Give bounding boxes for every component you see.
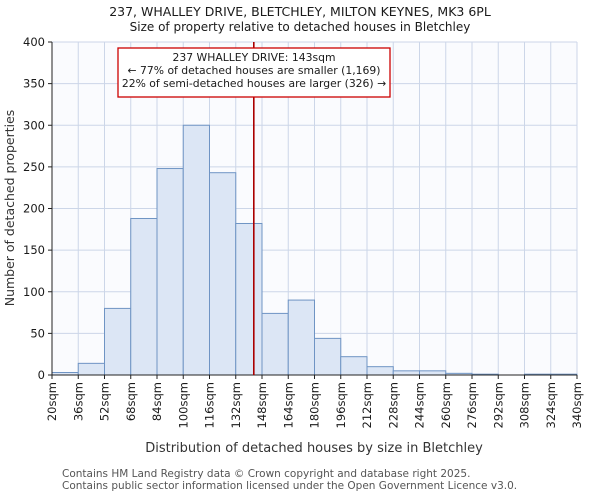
x-tick-label: 20sqm [45,382,59,421]
x-tick-label: 116sqm [203,382,217,428]
y-tick-label: 200 [23,202,45,216]
y-tick-label: 100 [23,285,45,299]
y-tick-label: 300 [23,118,45,132]
y-axis-title: Number of detached properties [2,110,17,307]
x-tick-label: 132sqm [229,382,243,428]
annotation-line-2: ← 77% of detached houses are smaller (1,… [128,64,381,77]
histogram-bar [340,356,368,376]
histogram-bar [392,370,420,376]
x-tick-label: 84sqm [150,382,164,421]
y-tick-label: 0 [38,368,45,382]
y-tick-label: 150 [23,243,45,257]
x-tick-label: 244sqm [413,382,427,428]
x-tick-label: 212sqm [360,382,374,428]
x-axis-title: Distribution of detached houses by size … [145,441,483,456]
histogram-bar [261,312,289,376]
annotation-border [117,47,391,98]
histogram-bar [182,124,210,376]
histogram-bar [366,366,394,376]
footer-line-2: Contains public sector information licen… [62,480,517,492]
x-tick-label: 164sqm [281,382,295,428]
annotation-box: 237 WHALLEY DRIVE: 143sqm ← 77% of detac… [117,47,391,98]
x-tick-label: 196sqm [334,382,348,428]
histogram-bar [130,217,158,376]
annotation-line-1: 237 WHALLEY DRIVE: 143sqm [173,51,336,64]
x-tick-label: 308sqm [518,382,532,428]
y-tick-label: 250 [23,160,45,174]
histogram-bar [419,370,447,376]
x-tick-label: 36sqm [71,382,85,421]
y-tick-label: 350 [23,77,45,91]
histogram-bar [235,222,263,376]
x-tick-label: 292sqm [491,382,505,428]
footer-line-1: Contains HM Land Registry data © Crown c… [62,468,470,480]
histogram-bar [287,299,315,376]
annotation-line-3: 22% of semi-detached houses are larger (… [122,77,386,90]
y-tick-label: 50 [30,326,45,340]
x-tick-label: 324sqm [544,382,558,428]
x-tick-label: 52sqm [98,382,112,421]
histogram-bar [104,307,132,376]
x-tick-label: 148sqm [255,382,269,428]
x-tick-label: 180sqm [308,382,322,428]
x-tick-label: 228sqm [386,382,400,428]
x-tick-label: 100sqm [176,382,190,428]
histogram-bar [77,362,105,376]
x-tick-label: 260sqm [439,382,453,428]
x-tick-label: 68sqm [124,382,138,421]
histogram-bar [314,337,342,376]
x-tick-label: 340sqm [570,382,584,428]
x-tick-label: 276sqm [465,382,479,428]
histogram-bar [209,172,237,376]
chart-title: 237, WHALLEY DRIVE, BLETCHLEY, MILTON KE… [109,4,491,19]
histogram-bar [156,168,184,376]
chart-subtitle: Size of property relative to detached ho… [130,20,471,34]
y-tick-label: 400 [23,35,45,49]
